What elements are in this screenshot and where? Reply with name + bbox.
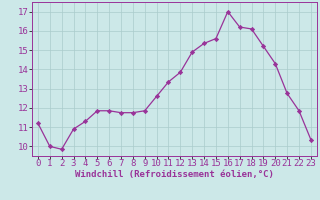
X-axis label: Windchill (Refroidissement éolien,°C): Windchill (Refroidissement éolien,°C): [75, 170, 274, 179]
